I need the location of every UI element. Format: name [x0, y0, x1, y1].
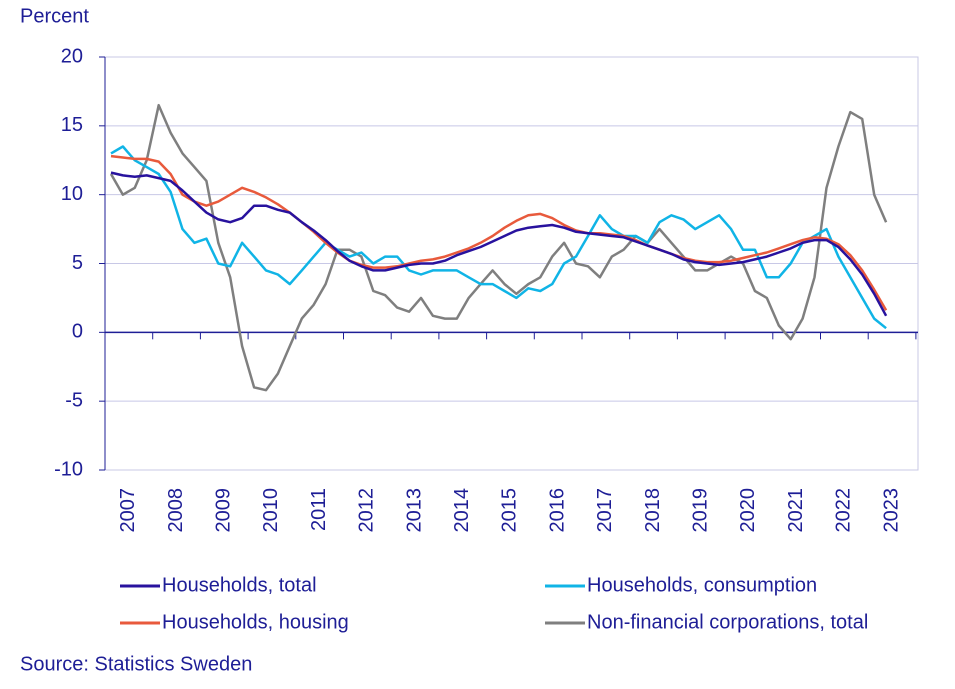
y-tick-label: -10 — [54, 458, 83, 480]
x-tick-label: 2016 — [546, 488, 568, 533]
y-tick-label: 0 — [72, 321, 83, 343]
x-tick-label: 2008 — [165, 488, 187, 533]
x-tick-label: 2017 — [594, 488, 616, 533]
x-tick-label: 2020 — [737, 488, 759, 533]
y-tick-label: -5 — [65, 389, 83, 411]
y-axis-label: Percent — [20, 5, 89, 27]
legend-label: Non-financial corporations, total — [587, 611, 868, 633]
series-line — [110, 154, 888, 311]
x-tick-label: 2014 — [451, 488, 473, 533]
legend-label: Households, housing — [162, 611, 349, 633]
x-tick-label: 2012 — [356, 488, 378, 533]
x-tick-label: 2018 — [642, 488, 664, 533]
y-tick-label: 5 — [72, 252, 83, 274]
x-tick-label: 2013 — [403, 488, 425, 533]
series-line — [110, 171, 888, 317]
x-tick-label: 2021 — [785, 488, 807, 533]
x-tick-label: 2007 — [117, 488, 139, 533]
x-tick-label: 2015 — [499, 488, 521, 533]
series-line — [110, 145, 887, 330]
x-tick-label: 2009 — [213, 488, 235, 533]
source: Source: Statistics Sweden — [20, 653, 252, 675]
legend-label: Households, total — [162, 574, 317, 596]
legend-label: Households, consumption — [587, 574, 817, 596]
y-tick-label: 20 — [61, 45, 83, 67]
x-tick-label: 2010 — [260, 488, 282, 533]
series-line — [109, 103, 888, 392]
x-tick-label: 2023 — [880, 488, 902, 533]
x-tick-label: 2011 — [308, 488, 330, 531]
y-tick-label: 10 — [61, 183, 83, 205]
x-tick-label: 2022 — [833, 488, 855, 533]
x-tick-label: 2019 — [690, 488, 712, 533]
y-tick-label: 15 — [61, 114, 83, 136]
